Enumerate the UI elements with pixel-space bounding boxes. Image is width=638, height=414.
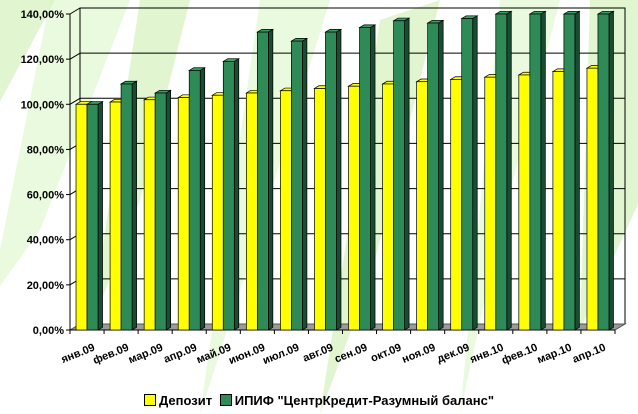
legend-swatch-deposit <box>144 394 157 406</box>
bar-ipif-0-front <box>86 103 99 331</box>
bar-ipif-12-front <box>495 13 508 331</box>
y-tick-label: 60,00% <box>27 190 65 202</box>
bar-ipif-6-front <box>291 40 303 331</box>
y-tick-label: 140,00% <box>21 9 65 21</box>
bar-deposit-15-front <box>586 67 599 331</box>
y-tick-label: 0,00% <box>33 325 64 337</box>
gridline-depth <box>69 97 81 105</box>
bar-ipif-10-front <box>427 22 440 331</box>
bar-deposit-1-front <box>109 101 122 331</box>
bar-ipif-3 <box>187 67 206 331</box>
y-tick-label: 100,00% <box>21 99 65 111</box>
bar-deposit-8-front <box>348 85 360 331</box>
bar-ipif-12-side <box>506 10 512 331</box>
bar-deposit-4-front <box>211 94 224 331</box>
background-swoosh <box>0 0 55 102</box>
bar-ipif-15-front <box>597 13 610 331</box>
bar-ipif-10-side <box>438 19 444 331</box>
bar-ipif-8-side <box>370 24 376 331</box>
y-tick-label: 40,00% <box>27 235 65 247</box>
bar-ipif-13-side <box>540 10 546 331</box>
bar-ipif-1-front <box>120 83 133 331</box>
bar-ipif-2 <box>153 89 172 331</box>
bar-ipif-4-side <box>233 58 240 331</box>
bar-ipif-8-front <box>359 27 371 331</box>
bar-deposit-7-front <box>314 88 326 331</box>
bar-ipif-9-side <box>404 17 410 331</box>
bar-ipif-13-front <box>529 13 542 331</box>
bar-ipif-15-side <box>608 10 614 331</box>
bar-ipif-7-front <box>325 31 337 331</box>
bar-ipif-0-side <box>97 100 103 331</box>
bar-deposit-5-front <box>245 92 258 331</box>
gridline-depth <box>69 52 81 60</box>
bar-ipif-6-side <box>302 37 308 331</box>
bar-ipif-2-front <box>154 92 167 331</box>
bar-ipif-3-front <box>188 70 201 331</box>
gridline-depth <box>69 7 81 15</box>
bar-ipif-4-front <box>222 61 235 331</box>
legend: Депозит ИПИФ "ЦентрКредит-Разумный балан… <box>0 393 638 408</box>
bar-ipif-9 <box>392 17 411 331</box>
bar-ipif-3-side <box>199 67 206 331</box>
bar-ipif-4 <box>222 58 241 331</box>
bar-deposit-0-front <box>75 103 88 331</box>
bar-ipif-0 <box>85 100 104 331</box>
y-tick-label: 80,00% <box>27 144 65 156</box>
bar-ipif-12 <box>494 10 513 331</box>
bar-ipif-8 <box>358 24 377 331</box>
bar-ipif-15 <box>596 10 615 331</box>
bar-ipif-10 <box>426 19 445 331</box>
bar-ipif-11-side <box>472 15 478 331</box>
bar-ipif-7-side <box>336 28 342 331</box>
bar-ipif-9-front <box>393 20 405 331</box>
bar-deposit-10-front <box>416 81 429 331</box>
bar-ipif-14 <box>562 10 581 331</box>
bar-ipif-5-side <box>267 28 274 331</box>
bar-ipif-5 <box>256 28 275 331</box>
legend-item-ipif: ИПИФ "ЦентрКредит-Разумный баланс" <box>219 393 494 408</box>
legend-label-deposit: Депозит <box>159 393 213 408</box>
bar-deposit-11-front <box>450 79 463 331</box>
bar-deposit-14-front <box>552 71 565 331</box>
legend-item-deposit: Депозит <box>144 393 212 408</box>
bar-deposit-9-front <box>382 83 394 331</box>
bar-deposit-13-front <box>518 74 531 331</box>
bar-deposit-2-front <box>143 99 156 331</box>
bar-ipif-14-side <box>574 10 580 331</box>
bar-ipif-2-side <box>165 89 172 331</box>
y-tick-label: 20,00% <box>27 280 65 292</box>
y-tick-labels: 0,00% 20,00% 40,00% 60,00% 80,00% 100,00% 120,… <box>21 9 65 337</box>
bar-deposit-6-front <box>280 90 292 331</box>
bars <box>74 10 615 331</box>
bar-ipif-1-side <box>131 80 137 331</box>
bar-ipif-11-front <box>461 18 474 331</box>
bar-ipif-14-front <box>563 13 576 331</box>
bar-deposit-12-front <box>484 76 497 331</box>
legend-label-ipif: ИПИФ "ЦентрКредит-Разумный баланс" <box>234 393 494 408</box>
bar-ipif-6 <box>290 37 309 331</box>
legend-swatch-ipif <box>219 394 232 406</box>
bar-ipif-13 <box>528 10 547 331</box>
bar-deposit-3-front <box>177 97 190 331</box>
bar-ipif-1 <box>119 80 138 331</box>
y-tick-label: 120,00% <box>21 54 65 66</box>
background-swoosh <box>0 0 130 286</box>
bar-ipif-11 <box>460 15 479 331</box>
bar-ipif-7 <box>324 28 343 331</box>
bar-ipif-5-front <box>256 31 269 331</box>
